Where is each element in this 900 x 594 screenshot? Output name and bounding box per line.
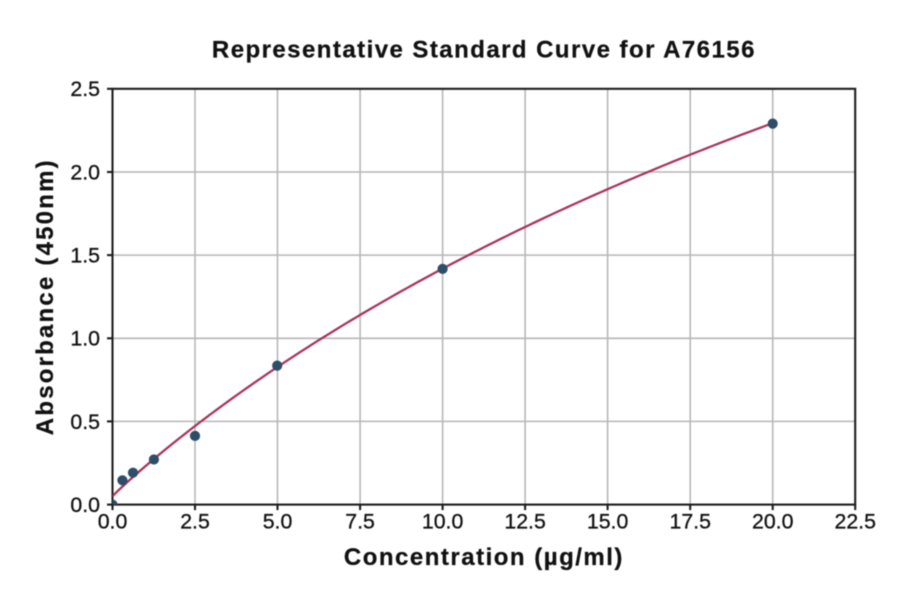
svg-text:Representative Standard Curve: Representative Standard Curve for A76156: [212, 37, 756, 64]
svg-text:Concentration (µg/ml): Concentration (µg/ml): [344, 544, 624, 571]
svg-text:15.0: 15.0: [587, 509, 629, 533]
svg-text:17.5: 17.5: [669, 509, 710, 533]
svg-text:Absorbance (450nm): Absorbance (450nm): [32, 158, 59, 435]
svg-text:1.5: 1.5: [70, 244, 100, 268]
svg-text:0.0: 0.0: [70, 493, 100, 517]
svg-text:0.0: 0.0: [98, 509, 128, 533]
svg-text:7.5: 7.5: [345, 509, 375, 533]
svg-text:2.0: 2.0: [70, 160, 100, 184]
svg-text:10.0: 10.0: [422, 509, 464, 533]
svg-text:0.5: 0.5: [70, 410, 100, 434]
svg-text:2.5: 2.5: [180, 509, 210, 533]
svg-text:1.0: 1.0: [70, 327, 100, 351]
svg-text:20.0: 20.0: [752, 509, 794, 533]
svg-text:22.5: 22.5: [834, 509, 875, 533]
svg-text:5.0: 5.0: [263, 509, 293, 533]
svg-text:12.5: 12.5: [504, 509, 545, 533]
svg-text:2.5: 2.5: [70, 77, 100, 101]
